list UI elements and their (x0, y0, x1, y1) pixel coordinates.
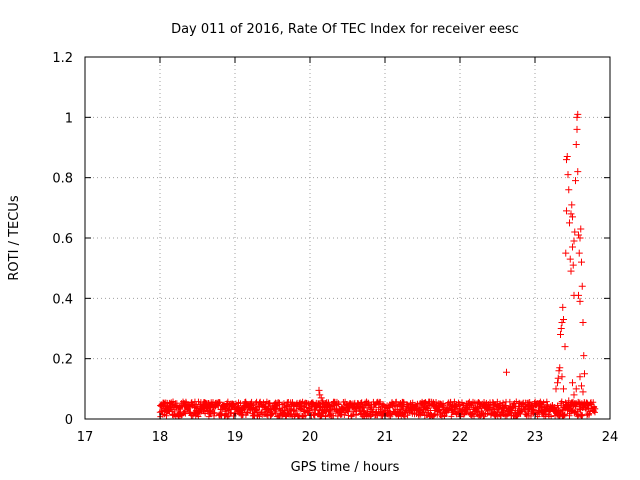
data-point (558, 373, 566, 381)
y-tick-label: 1.2 (52, 51, 73, 66)
data-point (567, 210, 575, 218)
data-point (315, 386, 323, 394)
x-tick-label: 22 (452, 430, 469, 445)
data-point (576, 297, 584, 305)
data-point (570, 391, 578, 399)
data-point (569, 261, 577, 269)
data-point (578, 258, 585, 266)
dense-band-markers (156, 398, 599, 420)
y-axis-label: ROTI / TECUs (7, 195, 22, 280)
data-point (571, 228, 579, 236)
data-point (561, 343, 569, 351)
data-point (576, 373, 584, 381)
data-point (563, 153, 571, 161)
data-point (578, 282, 586, 290)
data-points-layer (315, 110, 591, 408)
data-point (574, 168, 582, 176)
x-tick-label: 21 (377, 430, 394, 445)
data-point (575, 231, 582, 239)
data-point (574, 110, 582, 118)
data-point (557, 325, 565, 332)
data-point (316, 391, 324, 399)
data-point (570, 237, 578, 245)
data-point (563, 156, 570, 164)
y-tick-label: 0.6 (52, 232, 73, 247)
data-point (576, 234, 584, 242)
data-point (564, 171, 572, 179)
y-tick-label: 1 (65, 111, 73, 126)
data-point (581, 370, 588, 378)
data-point (560, 315, 567, 323)
x-tick-label: 23 (527, 430, 544, 445)
data-point (569, 243, 576, 251)
grid-layer (85, 57, 610, 419)
data-point (567, 267, 575, 275)
tick-layer: 17 18 19 20 21 22 23 24 0 0.2 0.4 0.6 0.8 1 1.2 (52, 51, 618, 445)
y-tick-label: 0.4 (52, 292, 73, 307)
data-point (556, 364, 564, 372)
data-point (569, 379, 576, 387)
data-point (563, 207, 570, 215)
data-point (558, 318, 566, 326)
data-point (554, 374, 562, 382)
plot-frame (84, 56, 611, 420)
x-tick-label: 17 (77, 430, 94, 445)
data-point (552, 385, 560, 393)
dense-band-layer (156, 398, 599, 420)
data-point (579, 388, 587, 396)
data-point (559, 303, 567, 311)
x-tick-label: 19 (227, 430, 244, 445)
x-axis-label: GPS time / hours (291, 460, 400, 475)
data-point (560, 385, 567, 393)
data-point (566, 255, 574, 263)
data-point (565, 397, 573, 405)
data-point (568, 201, 576, 209)
data-point (580, 352, 588, 360)
data-point (562, 249, 570, 257)
data-point (566, 219, 573, 227)
data-point (575, 249, 583, 257)
data-point (319, 397, 327, 405)
data-point (572, 385, 580, 393)
data-point (554, 379, 561, 387)
data-point (572, 140, 580, 148)
chart-title: Day 011 of 2016, Rate Of TEC Index for r… (171, 22, 519, 37)
y-tick-label: 0 (65, 413, 73, 428)
x-tick-label: 18 (152, 430, 169, 445)
data-point (569, 213, 576, 221)
data-point (503, 368, 510, 376)
data-point (565, 186, 573, 194)
data-point (577, 225, 585, 233)
data-point (575, 291, 582, 299)
data-point (572, 177, 579, 185)
data-point (555, 367, 563, 375)
y-tick-label: 0.2 (52, 353, 73, 368)
data-point (557, 331, 564, 339)
x-tick-label: 20 (302, 430, 319, 445)
data-point (579, 318, 587, 326)
y-tick-label: 0.8 (52, 172, 73, 187)
x-tick-label: 24 (602, 430, 619, 445)
data-point (573, 125, 581, 133)
data-point (317, 394, 325, 402)
data-point (584, 400, 591, 408)
data-point (578, 382, 585, 390)
data-point (573, 113, 581, 121)
